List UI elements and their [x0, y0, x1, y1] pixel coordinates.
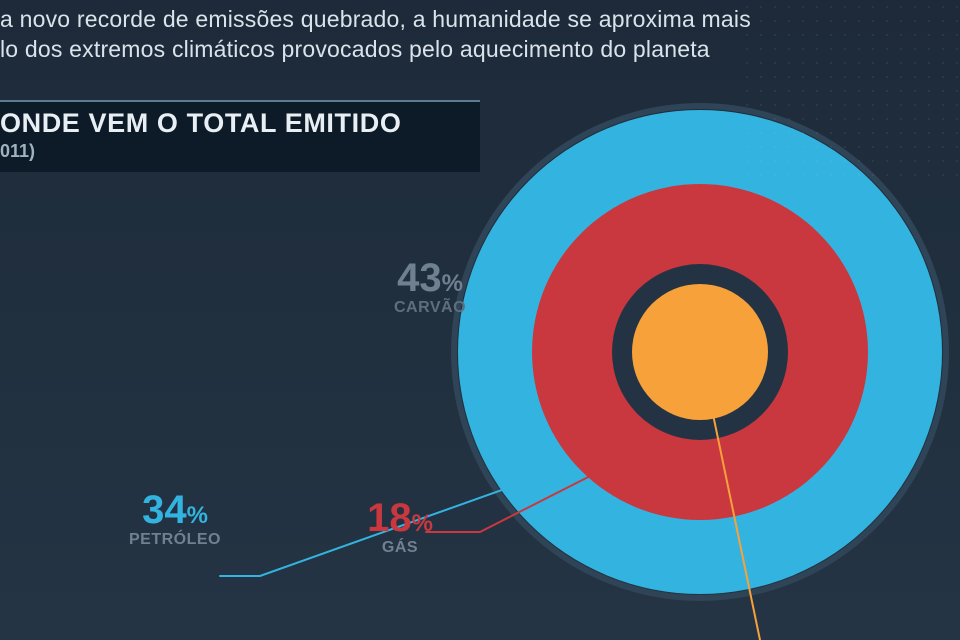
value-carvao-unit: % — [442, 270, 463, 297]
value-gas-pct: 18 — [367, 496, 412, 540]
value-carvao-pct: 43 — [397, 256, 442, 300]
value-petroleo-name: PETRÓLEO — [90, 532, 260, 548]
value-gas-unit: % — [412, 510, 433, 537]
intro-line-2: lo dos extremos climáticos provocados pe… — [0, 36, 710, 62]
emissions-concentric-chart — [0, 0, 960, 640]
value-petroleo-pct: 34 — [142, 488, 187, 532]
value-carvao: 43% CARVÃO — [340, 258, 520, 316]
intro-line-1: a novo recorde de emissões quebrado, a h… — [0, 6, 751, 32]
section-heading-band: ONDE VEM O TOTAL EMITIDO 011) — [0, 100, 480, 172]
section-subheading: 011) — [0, 141, 466, 162]
value-gas-name: GÁS — [330, 540, 470, 556]
value-gas: 18% GÁS — [330, 498, 470, 556]
intro-text: a novo recorde de emissões quebrado, a h… — [0, 4, 751, 64]
value-petroleo: 34% PETRÓLEO — [90, 490, 260, 548]
value-carvao-name: CARVÃO — [340, 300, 520, 316]
infographic-stage: a novo recorde de emissões quebrado, a h… — [0, 0, 960, 640]
chart-svg — [0, 0, 960, 640]
section-heading: ONDE VEM O TOTAL EMITIDO — [0, 108, 466, 139]
value-petroleo-unit: % — [187, 502, 208, 529]
